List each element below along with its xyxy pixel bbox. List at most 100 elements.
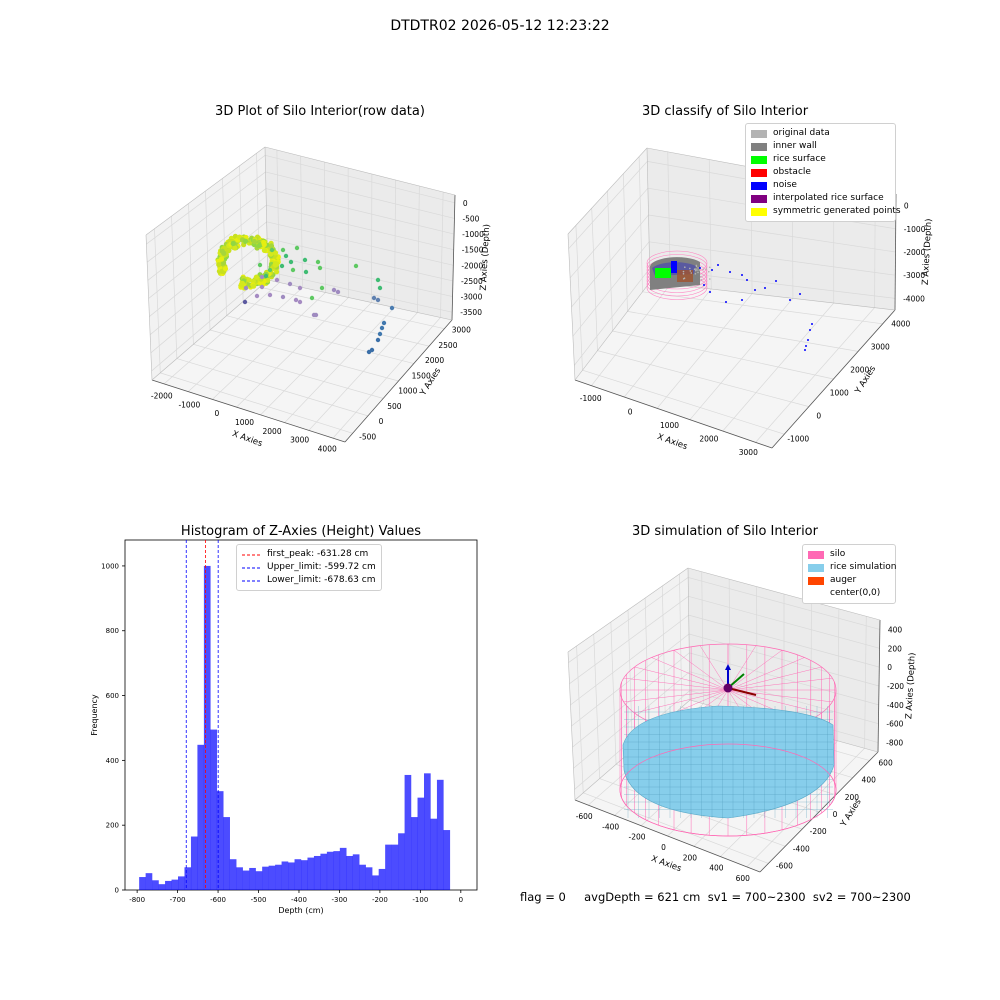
silo-roof-wire <box>623 677 729 691</box>
original-point <box>696 269 698 271</box>
y-tick-label: -500 <box>359 432 376 441</box>
histogram-bar <box>411 817 418 890</box>
data-point <box>297 285 303 291</box>
data-point <box>272 250 279 256</box>
y-tick-label: 4000 <box>891 320 910 329</box>
data-point <box>242 238 249 244</box>
legend-line-blue <box>242 580 262 581</box>
histogram-bar <box>190 836 198 890</box>
legend-swatch <box>808 589 824 598</box>
y-tick-label: 3000 <box>871 343 890 352</box>
grid-line <box>572 241 650 337</box>
histogram-bar <box>372 875 379 890</box>
grid-line <box>627 311 859 352</box>
histogram-bar <box>320 853 328 890</box>
legend-line-blue <box>242 567 262 568</box>
x-tick-label: 4000 <box>318 445 337 454</box>
histogram-bar <box>430 818 438 890</box>
grid-line <box>568 161 648 249</box>
grid-line <box>260 302 372 416</box>
data-point <box>218 256 225 262</box>
data-point <box>294 245 300 251</box>
grid-line <box>149 238 268 335</box>
data-point <box>280 294 286 300</box>
grid-line <box>187 287 303 392</box>
original-point <box>705 268 707 270</box>
obstacle-area <box>677 270 693 282</box>
grid-line <box>623 288 712 398</box>
z-axis-label: Z Axies (Depth) <box>479 224 492 291</box>
z-tick-label: -200 <box>887 682 904 691</box>
noise-point <box>729 271 731 273</box>
original-point <box>700 275 702 278</box>
histogram-bar <box>203 565 211 890</box>
x-tick-label: 600 <box>736 874 751 883</box>
z-axis-label: Z Axies (Depth) <box>904 652 917 719</box>
grid-line <box>570 614 689 706</box>
histogram-bar <box>197 744 205 890</box>
grid-line <box>689 298 794 420</box>
noise-point <box>741 299 743 301</box>
data-point <box>221 260 227 266</box>
z-tick-label: 0 <box>463 199 468 208</box>
noise-point <box>799 293 801 295</box>
data-point <box>274 277 280 283</box>
data-point <box>257 262 263 268</box>
data-point <box>287 281 293 287</box>
grid-line <box>265 171 455 219</box>
data-point <box>274 269 280 275</box>
legend-label: Upper_limit: -599.72 cm <box>267 562 376 572</box>
legend-item: center(0,0) <box>808 587 890 600</box>
legend-item: obstacle <box>751 166 890 179</box>
grid-line <box>300 155 303 288</box>
x-tick-label: 400 <box>709 864 724 873</box>
legend-swatch <box>751 155 767 164</box>
grid-line <box>440 191 444 318</box>
y-tick-label: 0 <box>833 810 838 819</box>
y-tick-label: -400 <box>793 844 810 853</box>
panel2-legend: original data inner wall rice surface ob… <box>745 123 901 222</box>
legend-label: original data <box>773 128 830 138</box>
data-point <box>290 267 296 273</box>
pane-edge <box>567 651 576 801</box>
original-point <box>689 270 692 272</box>
y-tick-label: 0 <box>816 412 821 421</box>
histogram-bar <box>223 817 230 890</box>
data-point <box>366 349 372 355</box>
original-point <box>690 272 693 274</box>
legend-label: center(0,0) <box>830 588 881 598</box>
pane-edge <box>687 567 691 701</box>
noise-point <box>789 299 791 301</box>
data-point <box>267 267 273 273</box>
grid-line <box>656 293 753 409</box>
histogram-bar <box>229 859 237 890</box>
data-point <box>379 325 385 331</box>
legend-line-red <box>242 554 262 555</box>
data-point <box>375 277 381 283</box>
y-tick-label: 3000 <box>452 326 471 335</box>
data-point <box>253 274 259 280</box>
z-tick-label: -600 <box>886 720 903 729</box>
pane-edge <box>264 146 456 196</box>
y-axis-line <box>759 751 879 873</box>
grid-line <box>209 329 399 382</box>
x-tick-label: -100 <box>412 896 428 904</box>
y-tick-label: 200 <box>106 822 119 830</box>
histogram-bar <box>216 791 224 890</box>
noise-point <box>805 345 807 347</box>
original-point <box>694 273 697 275</box>
y-tick-label: 1500 <box>412 371 431 380</box>
pane-edge <box>151 279 269 381</box>
noise-point <box>775 280 777 282</box>
grid-line <box>569 187 649 279</box>
grid-line <box>591 284 671 386</box>
z-axis-label: Z Axies (Depth) <box>921 218 934 285</box>
legend-item: Upper_limit: -599.72 cm <box>242 561 376 574</box>
data-point <box>297 299 303 305</box>
data-point <box>272 261 279 267</box>
data-point <box>239 280 245 286</box>
legend-item: Lower_limit: -678.63 cm <box>242 574 376 587</box>
x-arrow <box>727 687 757 696</box>
rice-surface <box>655 268 671 278</box>
